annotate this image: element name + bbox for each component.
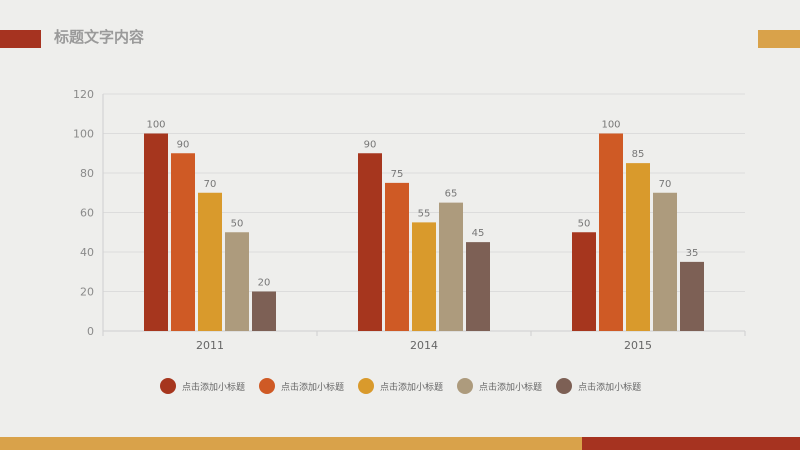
data-label: 90 [364, 139, 377, 150]
bar [144, 133, 168, 331]
legend-item: 点击添加小标题 [358, 378, 443, 394]
legend-item: 点击添加小标题 [556, 378, 641, 394]
y-tick-label: 0 [87, 325, 94, 338]
data-label: 20 [258, 278, 271, 289]
bar [225, 232, 249, 331]
legend-label: 点击添加小标题 [380, 382, 444, 393]
page-title: 标题文字内容 [54, 28, 145, 46]
bar [252, 291, 276, 331]
legend-swatch [457, 378, 474, 394]
x-category-label: 2014 [410, 339, 438, 352]
data-label: 85 [632, 149, 645, 160]
legend-label: 点击添加小标题 [578, 382, 642, 393]
data-label: 70 [659, 179, 672, 190]
legend-item: 点击添加小标题 [160, 378, 245, 394]
data-label: 45 [472, 228, 485, 239]
legend-swatch [259, 378, 276, 394]
bar [572, 232, 596, 331]
data-label: 65 [445, 189, 458, 200]
bar [198, 192, 222, 331]
data-label: 75 [391, 169, 404, 180]
footer-bar-right [582, 437, 800, 450]
footer-bar-left [0, 437, 582, 450]
data-label: 70 [204, 179, 217, 190]
legend-swatch [358, 378, 375, 394]
header-accent-bar-right [758, 30, 800, 48]
x-category-label: 2011 [196, 339, 224, 352]
legend-label: 点击添加小标题 [479, 382, 543, 393]
bar [171, 153, 195, 331]
legend-swatch [556, 378, 573, 394]
bar [439, 202, 463, 331]
y-tick-label: 60 [80, 207, 94, 220]
data-label: 35 [686, 248, 699, 259]
y-tick-label: 80 [80, 167, 94, 180]
bar [599, 133, 623, 331]
data-label: 100 [146, 120, 165, 131]
bar [466, 242, 490, 331]
data-label: 50 [231, 218, 244, 229]
legend-item: 点击添加小标题 [457, 378, 542, 394]
data-label: 100 [601, 120, 620, 131]
bar [358, 153, 382, 331]
legend-label: 点击添加小标题 [281, 382, 345, 393]
legend-label: 点击添加小标题 [182, 382, 246, 393]
bar [385, 182, 409, 331]
legend-item: 点击添加小标题 [259, 378, 344, 394]
data-label: 55 [418, 208, 431, 219]
chart-legend: 点击添加小标题 点击添加小标题 点击添加小标题 点击添加小标题 点击添加小标题 [160, 376, 680, 396]
y-tick-label: 40 [80, 246, 94, 259]
y-tick-label: 120 [73, 88, 94, 101]
y-tick-label: 100 [73, 128, 94, 141]
bar [626, 163, 650, 331]
header-accent-bar-left [0, 30, 41, 48]
x-category-label: 2015 [624, 339, 652, 352]
data-label: 50 [578, 218, 591, 229]
bar [653, 192, 677, 331]
y-tick-label: 20 [80, 286, 94, 299]
legend-swatch [160, 378, 176, 394]
bar [680, 261, 704, 331]
bar [412, 222, 436, 331]
data-label: 90 [177, 139, 190, 150]
